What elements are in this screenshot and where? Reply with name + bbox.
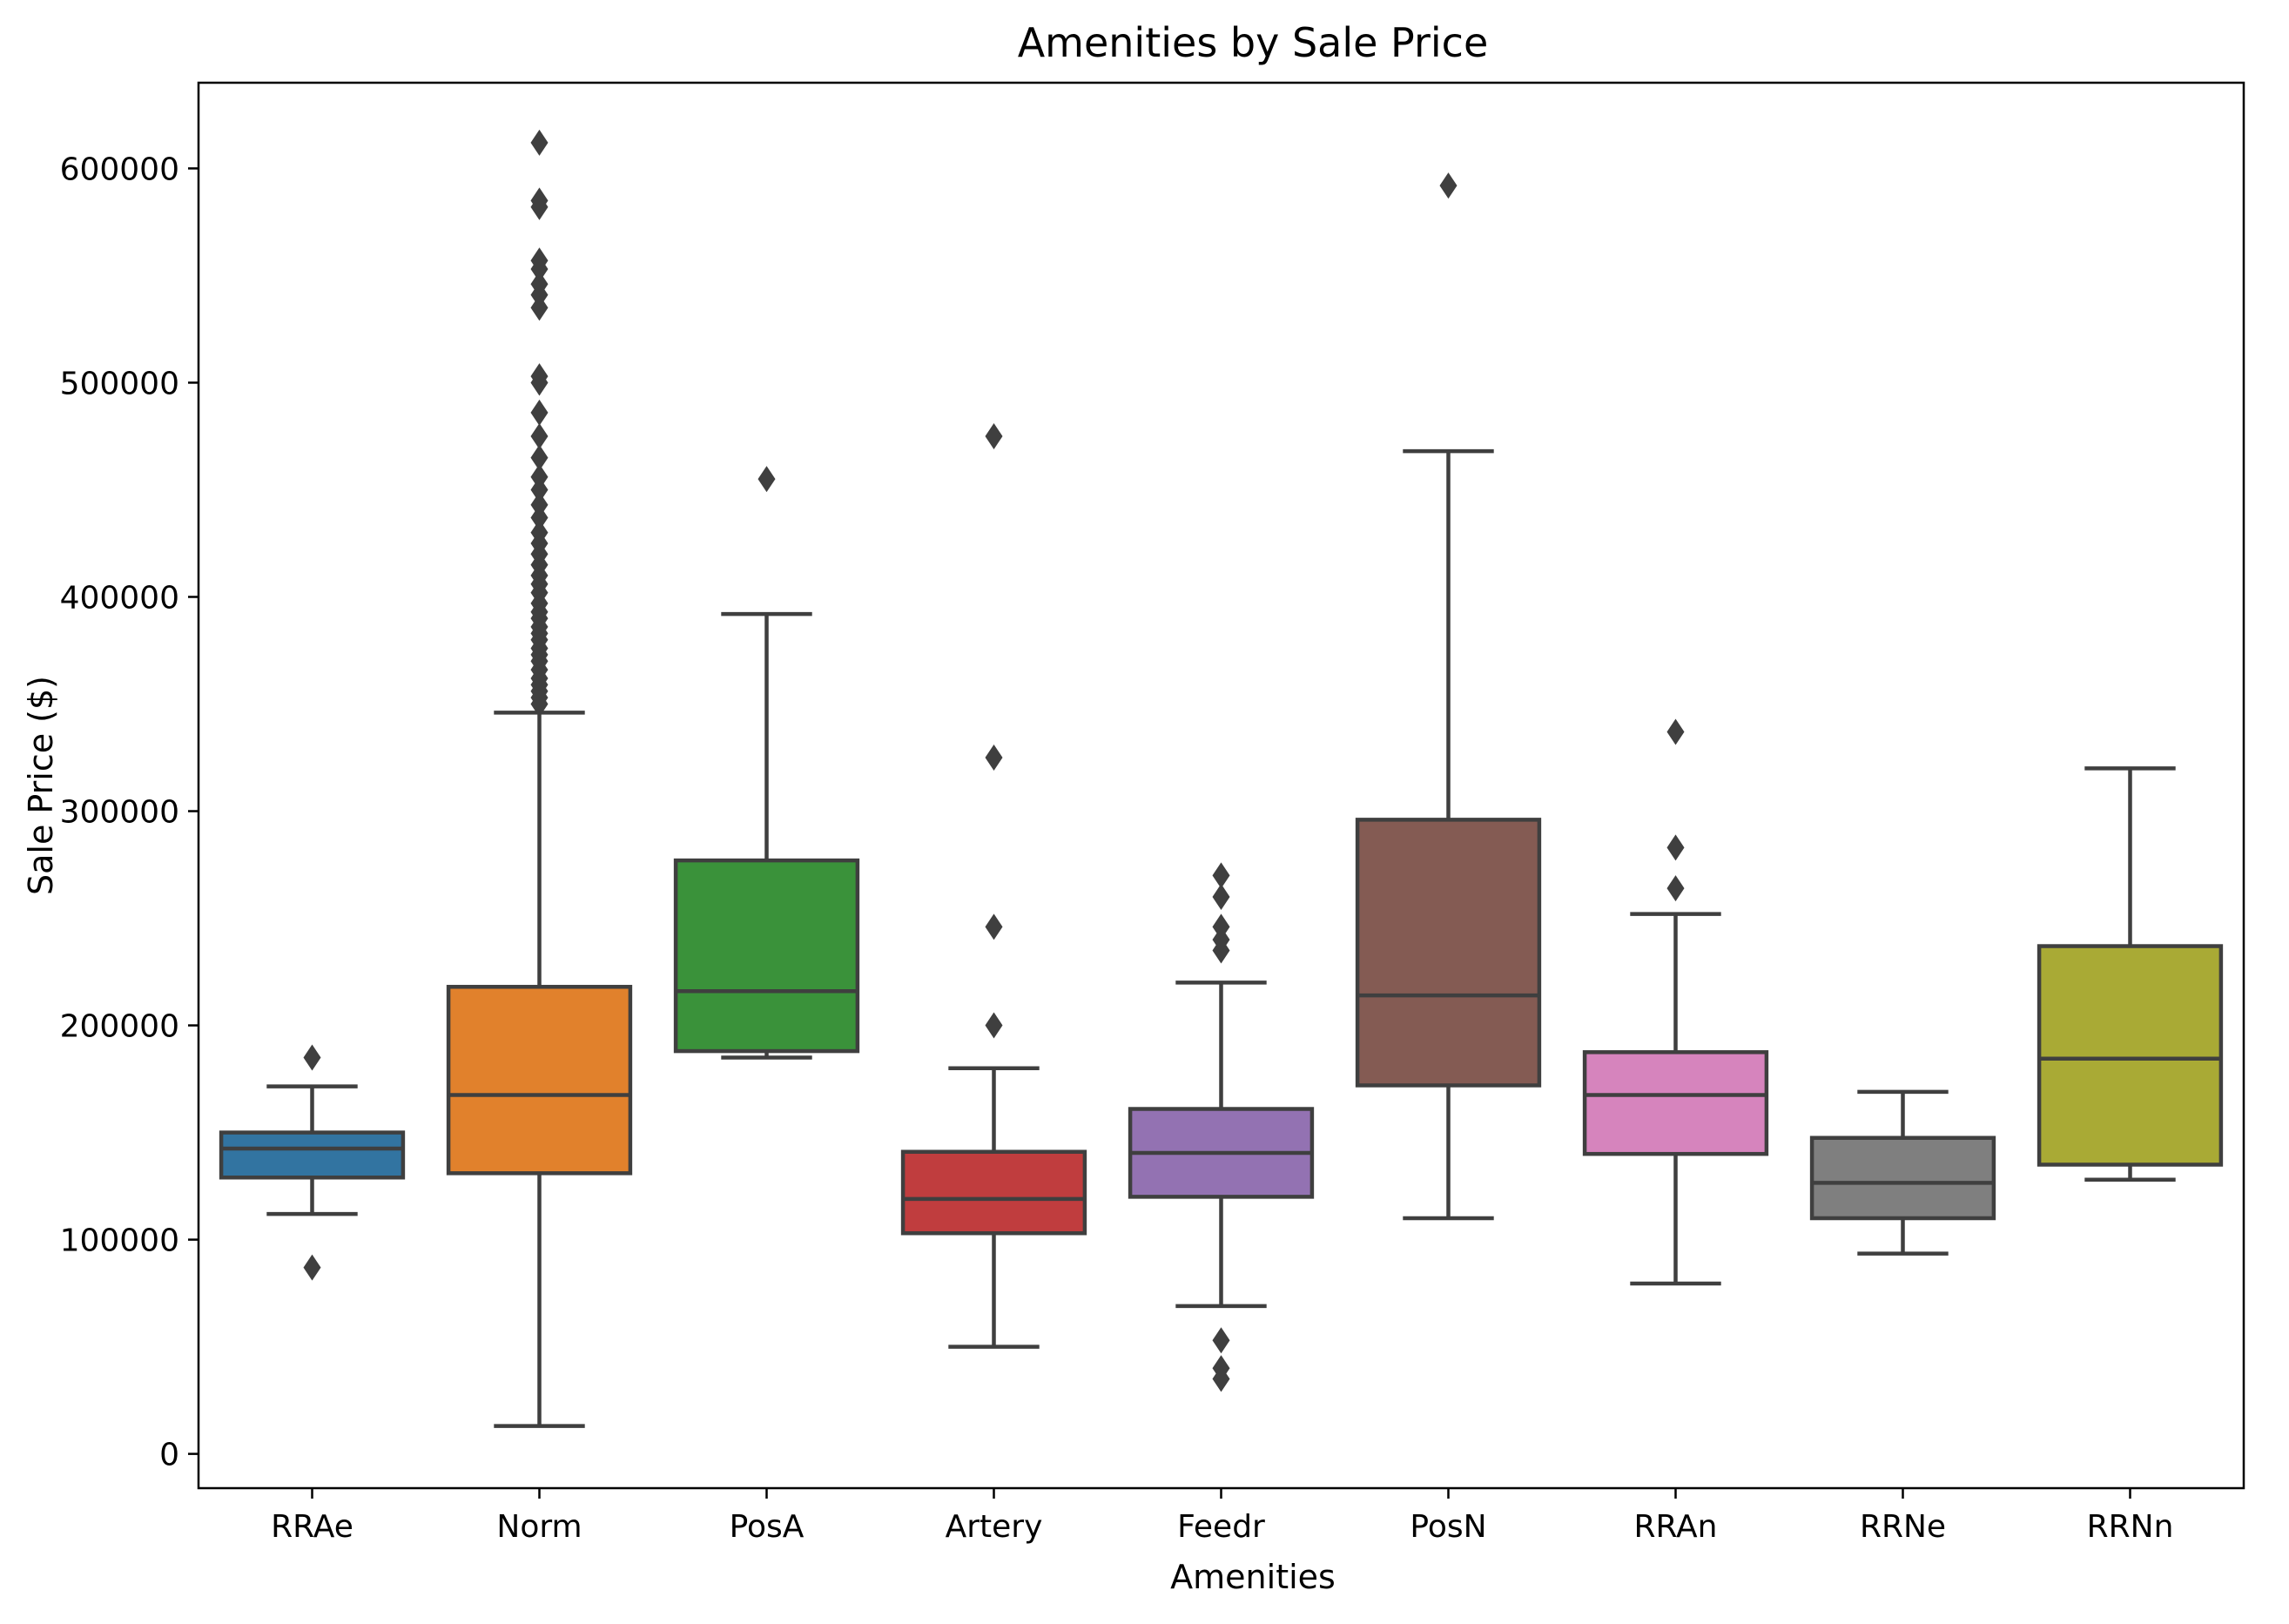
outlier-point — [1212, 913, 1230, 940]
outlier-point — [1666, 718, 1685, 745]
outlier-point — [530, 187, 549, 214]
box-posn — [1355, 172, 1542, 1221]
outlier-point — [1439, 172, 1458, 199]
outlier-point — [303, 1254, 321, 1281]
box-rrae — [219, 1044, 406, 1281]
outlier-point — [985, 422, 1003, 449]
y-tick-label: 0 — [159, 1438, 179, 1473]
plot-area — [219, 129, 2224, 1428]
x-axis-label: Amenities — [1170, 1558, 1336, 1596]
box-feedr — [1128, 862, 1315, 1392]
x-tick-label-posn: PosN — [1410, 1509, 1486, 1545]
outlier-point — [530, 129, 549, 156]
outlier-point — [985, 913, 1003, 940]
outlier-point — [757, 466, 776, 493]
x-tick-label-rrae: RRAe — [271, 1509, 353, 1545]
iqr-box — [673, 858, 860, 1054]
outlier-point — [1666, 834, 1685, 861]
y-tick-label: 400000 — [60, 580, 179, 616]
outlier-point — [1212, 1365, 1230, 1392]
y-axis-label: Sale Price ($) — [22, 676, 60, 895]
box-rrnn — [2037, 766, 2224, 1182]
outlier-point — [530, 399, 549, 426]
outlier-point — [530, 463, 549, 490]
box-rrne — [1809, 1089, 1996, 1256]
x-tick-label-posa: PosA — [730, 1509, 805, 1545]
outlier-point — [530, 363, 549, 390]
x-tick-label-rrne: RRNe — [1860, 1509, 1946, 1545]
iqr-box — [2037, 944, 2224, 1167]
iqr-box — [900, 1149, 1087, 1236]
iqr-box — [1355, 818, 1542, 1088]
outlier-point — [303, 1044, 321, 1071]
y-tick-label: 200000 — [60, 1009, 179, 1045]
outlier-point — [530, 444, 549, 471]
x-tick-label-rrnn: RRNn — [2087, 1509, 2174, 1545]
y-tick-label: 100000 — [60, 1223, 179, 1259]
y-tick-label: 600000 — [60, 152, 179, 187]
chart-title: Amenities by Sale Price — [1018, 19, 1489, 66]
y-tick-label: 300000 — [60, 795, 179, 831]
outlier-point — [530, 422, 549, 449]
x-tick-label-artery: Artery — [946, 1509, 1043, 1545]
iqr-box — [1582, 1050, 1769, 1156]
outlier-point — [1212, 1327, 1230, 1354]
x-tick-label-norm: Norm — [496, 1509, 582, 1545]
outlier-point — [1666, 875, 1685, 902]
box-rran — [1582, 718, 1769, 1286]
iqr-box — [1809, 1135, 1996, 1221]
outlier-point — [985, 745, 1003, 772]
outlier-point — [530, 519, 549, 546]
x-axis: RRAe Norm PosA Artery Feedr PosN RRAn RRNe RRNn — [271, 1488, 2173, 1545]
outlier-point — [985, 1012, 1003, 1039]
iqr-box — [446, 985, 633, 1176]
outlier-point — [530, 271, 549, 298]
x-tick-label-rran: RRAn — [1633, 1509, 1717, 1545]
outlier-point — [530, 491, 549, 518]
outlier-point — [1212, 862, 1230, 889]
x-tick-label-feedr: Feedr — [1177, 1509, 1265, 1545]
outlier-point — [530, 247, 549, 274]
y-tick-label: 500000 — [60, 366, 179, 401]
y-axis: 0 100000 200000 300000 400000 500000 600000 — [60, 152, 199, 1473]
box-artery — [900, 422, 1087, 1349]
iqr-box — [219, 1130, 406, 1180]
box-norm — [446, 129, 633, 1428]
box-posa — [673, 466, 860, 1060]
outlier-point — [1212, 883, 1230, 910]
